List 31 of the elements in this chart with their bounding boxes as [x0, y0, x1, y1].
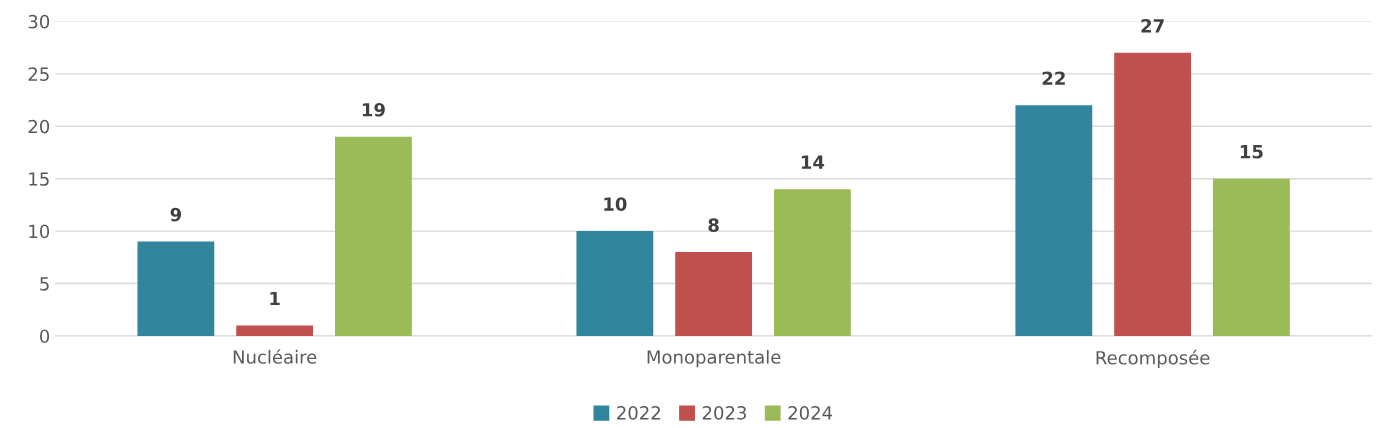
x-tick-label: Recomposée	[1096, 349, 1210, 369]
x-tick-label: Monoparentale	[647, 349, 781, 368]
bar	[1114, 52, 1192, 336]
data-label: 14	[801, 155, 825, 169]
data-label: 8	[708, 218, 719, 232]
bar	[675, 252, 753, 336]
data-label: 10	[604, 197, 627, 211]
legend-label: 2024	[788, 406, 833, 420]
y-tick-label: 20	[28, 119, 50, 134]
data-label: 27	[1141, 19, 1164, 33]
bar	[1015, 105, 1093, 336]
bar	[335, 136, 412, 336]
y-tick-label: 0	[40, 329, 50, 344]
data-label: 1	[270, 291, 280, 306]
y-tick-label: 15	[29, 172, 49, 186]
data-label: 19	[362, 102, 385, 117]
bar	[576, 231, 654, 336]
data-label: 22	[1042, 71, 1065, 85]
y-tick-label: 30	[28, 14, 50, 29]
data-label: 15	[1240, 145, 1263, 159]
x-tick-label: Nucléaire	[233, 349, 317, 364]
bar	[773, 189, 851, 336]
legend-label: 2023	[702, 406, 746, 420]
y-tick-label: 10	[29, 224, 50, 239]
data-label: 9	[170, 207, 182, 222]
y-tick-label: 5	[40, 277, 49, 291]
bar	[1212, 178, 1290, 336]
legend-label: 2022	[617, 406, 660, 420]
bar	[236, 325, 314, 336]
bar	[137, 241, 215, 336]
y-tick-label: 25	[28, 67, 49, 81]
